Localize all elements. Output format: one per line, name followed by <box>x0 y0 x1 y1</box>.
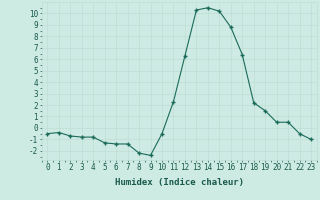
X-axis label: Humidex (Indice chaleur): Humidex (Indice chaleur) <box>115 178 244 187</box>
